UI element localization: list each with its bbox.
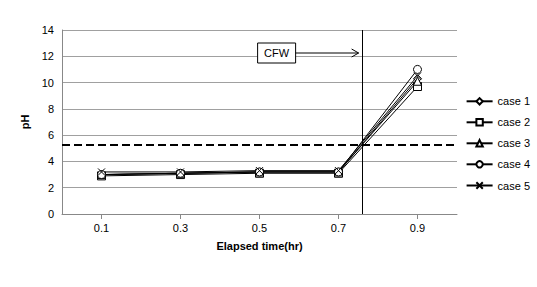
- svg-text:4: 4: [48, 155, 54, 167]
- svg-text:0.7: 0.7: [331, 222, 346, 234]
- svg-text:0.9: 0.9: [410, 222, 425, 234]
- svg-text:pH: pH: [19, 115, 31, 130]
- svg-text:2: 2: [48, 182, 54, 194]
- svg-text:0.1: 0.1: [94, 222, 109, 234]
- svg-text:case 3: case 3: [498, 137, 530, 149]
- svg-text:case 5: case 5: [498, 180, 530, 192]
- svg-text:CFW: CFW: [264, 47, 290, 59]
- svg-text:14: 14: [42, 24, 54, 36]
- svg-text:case 1: case 1: [498, 95, 530, 107]
- svg-text:case 2: case 2: [498, 116, 530, 128]
- svg-text:12: 12: [42, 50, 54, 62]
- svg-text:0: 0: [48, 208, 54, 220]
- svg-text:0.3: 0.3: [173, 222, 188, 234]
- svg-text:Elapsed time(hr): Elapsed time(hr): [216, 240, 303, 252]
- svg-text:case 4: case 4: [498, 158, 530, 170]
- svg-text:8: 8: [48, 103, 54, 115]
- svg-text:6: 6: [48, 129, 54, 141]
- svg-text:0.5: 0.5: [252, 222, 267, 234]
- svg-text:10: 10: [42, 77, 54, 89]
